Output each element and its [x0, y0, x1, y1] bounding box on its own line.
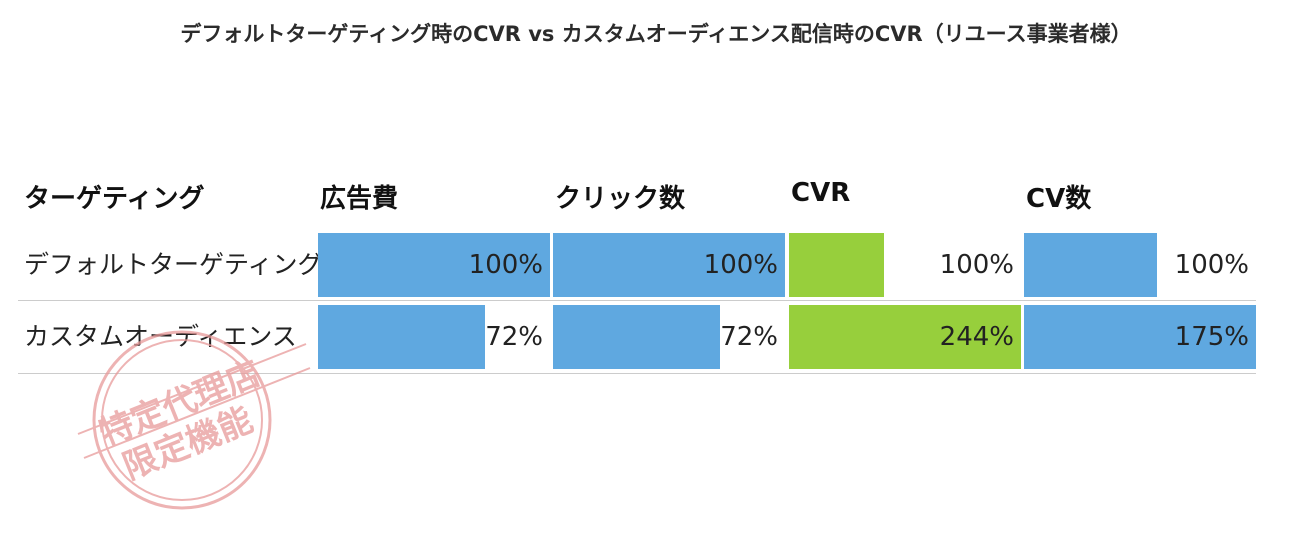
column-header-3: CVR	[791, 178, 851, 208]
table-cell: 244%	[789, 305, 1021, 369]
row-divider	[18, 300, 1256, 301]
table-cell: 100%	[789, 233, 1021, 297]
table-cell: 72%	[553, 305, 785, 369]
data-bar	[553, 233, 785, 297]
data-label: 244%	[939, 322, 1014, 352]
stamp-outer-ring	[92, 330, 272, 510]
data-label: 100%	[939, 250, 1014, 280]
chart-title: デフォルトターゲティング時のCVR vs カスタムオーディエンス配信時のCVR（…	[180, 22, 1132, 46]
data-bar	[318, 305, 486, 369]
column-header-0: ターゲティング	[24, 184, 205, 214]
data-label: 100%	[703, 250, 778, 280]
stamp-line	[77, 343, 307, 435]
data-label: 175%	[1174, 322, 1249, 352]
column-header-4: CV数	[1026, 184, 1092, 214]
column-header-2: クリック数	[555, 184, 686, 214]
stamp-inner-ring	[101, 339, 263, 501]
table-cell: 100%	[318, 233, 550, 297]
data-label: 100%	[1174, 250, 1249, 280]
row-label: デフォルトターゲティング	[24, 250, 323, 279]
data-label: 72%	[485, 322, 543, 352]
column-header-1: 広告費	[320, 184, 399, 214]
data-bar	[1024, 233, 1157, 297]
data-bar	[1024, 305, 1256, 369]
stamp: 特定代理店 限定機能	[77, 330, 311, 510]
data-bar	[318, 233, 550, 297]
table-cell: 100%	[553, 233, 785, 297]
table-cell: 175%	[1024, 305, 1256, 369]
data-bar	[789, 233, 885, 297]
table-cell: 100%	[1024, 233, 1256, 297]
data-label: 100%	[468, 250, 543, 280]
row-divider	[18, 373, 1256, 374]
data-bar	[789, 305, 1021, 369]
table-cell: 72%	[318, 305, 550, 369]
row-label: カスタムオーディエンス	[24, 322, 297, 351]
stamp-line	[83, 367, 311, 459]
data-bar	[553, 305, 721, 369]
data-label: 72%	[720, 322, 778, 352]
